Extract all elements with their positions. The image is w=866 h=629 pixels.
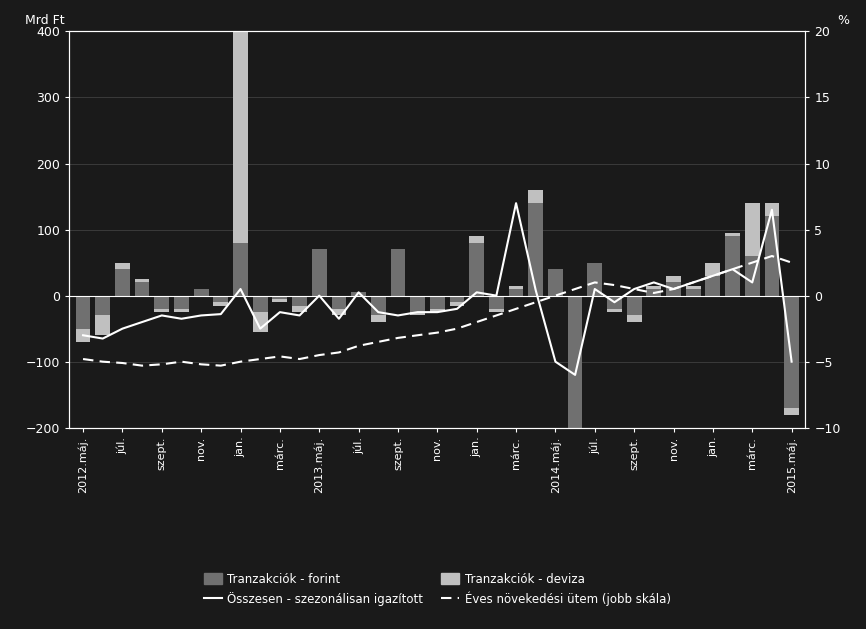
Bar: [706, 263, 721, 276]
Bar: [489, 296, 504, 309]
Bar: [213, 302, 229, 306]
Bar: [391, 249, 405, 296]
Bar: [154, 296, 169, 309]
Bar: [75, 328, 90, 342]
Bar: [686, 289, 701, 296]
Bar: [332, 296, 346, 309]
Bar: [508, 289, 523, 296]
Bar: [312, 249, 326, 296]
Bar: [627, 296, 642, 315]
Bar: [745, 256, 759, 296]
Bar: [568, 296, 583, 428]
Bar: [115, 263, 130, 269]
Text: %: %: [837, 14, 850, 28]
Bar: [135, 282, 150, 296]
Bar: [174, 309, 189, 312]
Bar: [410, 296, 425, 312]
Bar: [745, 203, 759, 256]
Bar: [646, 289, 662, 296]
Bar: [469, 236, 484, 243]
Bar: [194, 289, 209, 296]
Bar: [765, 216, 779, 296]
Bar: [765, 203, 779, 216]
Bar: [666, 276, 681, 282]
Bar: [528, 190, 543, 203]
Bar: [686, 286, 701, 289]
Bar: [607, 309, 622, 312]
Bar: [627, 315, 642, 322]
Bar: [430, 309, 445, 312]
Bar: [292, 296, 307, 306]
Bar: [95, 296, 110, 315]
Bar: [508, 286, 523, 289]
Bar: [213, 296, 229, 302]
Bar: [785, 408, 799, 415]
Bar: [449, 296, 464, 302]
Bar: [95, 315, 110, 335]
Bar: [607, 296, 622, 309]
Bar: [253, 312, 268, 332]
Text: Mrd Ft: Mrd Ft: [25, 14, 65, 28]
Bar: [568, 428, 583, 434]
Bar: [135, 279, 150, 282]
Bar: [706, 276, 721, 296]
Bar: [371, 296, 385, 315]
Bar: [410, 312, 425, 316]
Bar: [352, 292, 366, 296]
Bar: [587, 263, 602, 296]
Legend: Tranzakciók - forint, Összesen - szezonálisan igazított, Tranzakciók - deviza, É: Tranzakciók - forint, Összesen - szezoná…: [198, 567, 676, 612]
Bar: [646, 286, 662, 289]
Bar: [548, 269, 563, 296]
Bar: [273, 299, 288, 303]
Bar: [233, 243, 248, 296]
Bar: [489, 309, 504, 312]
Bar: [785, 296, 799, 408]
Bar: [273, 296, 288, 299]
Bar: [371, 315, 385, 322]
Bar: [725, 236, 740, 296]
Bar: [332, 309, 346, 315]
Bar: [449, 302, 464, 306]
Bar: [115, 269, 130, 296]
Bar: [292, 306, 307, 312]
Bar: [430, 296, 445, 309]
Bar: [528, 203, 543, 296]
Bar: [154, 309, 169, 312]
Bar: [233, 31, 248, 243]
Bar: [666, 282, 681, 296]
Bar: [469, 243, 484, 296]
Bar: [253, 296, 268, 312]
Bar: [725, 233, 740, 236]
Bar: [75, 296, 90, 328]
Bar: [174, 296, 189, 309]
